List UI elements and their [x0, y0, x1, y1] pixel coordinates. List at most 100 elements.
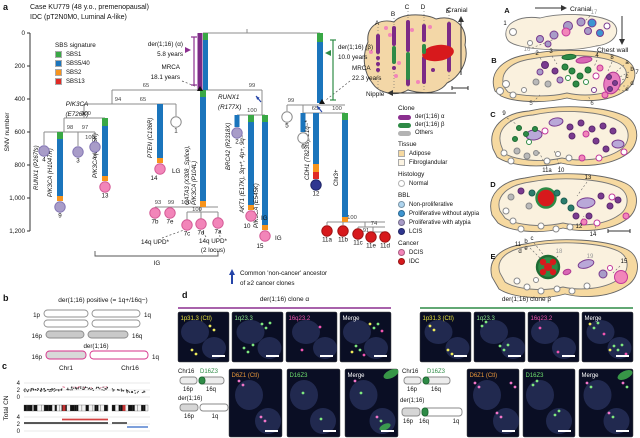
svg-text:99: 99: [249, 83, 255, 89]
legend-item: SBS1: [55, 51, 127, 58]
svg-text:PIK3CA: PIK3CA: [66, 101, 88, 108]
svg-text:200: 200: [14, 63, 25, 70]
svg-text:C: C: [490, 110, 496, 119]
svg-text:GATA3 (X308_Splice),: GATA3 (X308_Splice),: [185, 145, 191, 205]
svg-text:D6Z1 (Ctl): D6Z1 (Ctl): [232, 373, 260, 379]
legend-item: der(1;16) α: [398, 114, 488, 120]
svg-text:100: 100: [192, 207, 202, 213]
svg-text:b: b: [630, 67, 634, 73]
svg-text:0: 0: [17, 395, 21, 401]
legend-title-bbl: BBL: [398, 192, 411, 199]
panel-a-label: a: [3, 2, 9, 12]
svg-text:IG: IG: [275, 235, 282, 242]
svg-text:91: 91: [363, 228, 369, 234]
svg-text:e: e: [524, 246, 528, 252]
svg-text:100: 100: [247, 108, 257, 114]
svg-text:2: 2: [17, 388, 21, 394]
svg-text:1p31.3 (Ctl): 1p31.3 (Ctl): [181, 316, 212, 322]
legend-item: SBS5/40: [55, 60, 127, 67]
svg-text:1q: 1q: [212, 414, 219, 420]
svg-text:94: 94: [115, 97, 122, 103]
svg-text:11a: 11a: [322, 237, 332, 244]
legend-item: Adipose: [398, 150, 488, 157]
legend-swatch: [398, 114, 411, 120]
svg-text:3: 3: [549, 49, 553, 55]
svg-text:PIK3CA (P104L): PIK3CA (P104L): [192, 161, 198, 205]
svg-text:Chr16: Chr16: [121, 365, 139, 372]
svg-text:16p: 16p: [184, 414, 195, 420]
svg-text:PTEN (C136R): PTEN (C136R): [148, 118, 154, 158]
legend-label: SBS1: [66, 51, 82, 58]
svg-text:Merge: Merge: [348, 373, 366, 379]
svg-text:1,000: 1,000: [9, 195, 25, 202]
panel-b-title: der(1;16) positive (= 1q+/16q−): [58, 297, 148, 304]
legend-swatch: [398, 201, 405, 208]
svg-text:AKT1 (E17K), 3q+*, 4p+, 9q−*: AKT1 (E17K), 3q+*, 4p+, 9q−*: [240, 132, 246, 214]
svg-text:BRCA2 (R2318X): BRCA2 (R2318X): [226, 123, 232, 170]
svg-text:16p: 16p: [183, 387, 194, 393]
svg-text:B: B: [491, 56, 497, 65]
svg-text:14: 14: [590, 232, 597, 238]
svg-text:1p: 1p: [33, 312, 40, 319]
svg-text:LG: LG: [172, 168, 181, 175]
svg-text:15: 15: [257, 243, 264, 250]
svg-text:D16Z3: D16Z3: [200, 369, 219, 375]
svg-text:4: 4: [42, 157, 46, 164]
svg-text:d: d: [518, 249, 521, 255]
svg-text:12: 12: [313, 191, 320, 198]
svg-text:11e: 11e: [366, 243, 376, 250]
fish-header-beta: der(1;16) clone β: [501, 296, 552, 303]
svg-text:Total CN: Total CN: [3, 395, 10, 420]
svg-text:11d: 11d: [380, 243, 390, 250]
svg-text:6: 6: [590, 101, 594, 107]
legend-swatch: [398, 228, 405, 235]
svg-text:10.0 years: 10.0 years: [338, 54, 367, 61]
svg-text:12: 12: [576, 224, 583, 230]
svg-text:1q23.3: 1q23.3: [477, 316, 496, 322]
svg-text:16q: 16q: [419, 419, 429, 425]
svg-text:7e: 7e: [167, 219, 174, 226]
legend-label: Fibroglandular: [409, 159, 448, 166]
legend-item: SBS13: [55, 78, 127, 85]
svg-text:11a: 11a: [542, 168, 552, 174]
svg-text:13: 13: [585, 175, 592, 181]
svg-text:800: 800: [14, 162, 25, 169]
svg-text:IG: IG: [261, 215, 268, 222]
svg-text:11c: 11c: [353, 240, 363, 247]
svg-text:SNV number: SNV number: [4, 112, 11, 152]
svg-text:D16Z3: D16Z3: [290, 373, 309, 379]
svg-text:der(1;16) (β): der(1;16) (β): [338, 44, 373, 51]
svg-text:e: e: [625, 87, 629, 93]
svg-text:1: 1: [503, 21, 507, 27]
svg-text:der(1;16) (α): der(1;16) (α): [148, 41, 183, 48]
svg-text:3: 3: [76, 158, 80, 165]
legend-label: SBS5/40: [66, 60, 90, 67]
legend-label: IDC: [409, 258, 420, 265]
legend-label: Non-proliferative: [409, 201, 454, 208]
svg-text:14q UPD*: 14q UPD*: [141, 239, 170, 246]
svg-text:16q: 16q: [132, 333, 143, 340]
legend-item: Normal: [398, 180, 488, 187]
svg-text:65: 65: [312, 106, 318, 112]
legend-title-histology: Histology: [398, 171, 425, 178]
svg-text:15: 15: [621, 259, 628, 265]
svg-text:Merge: Merge: [343, 316, 361, 322]
svg-text:D16Z3: D16Z3: [526, 373, 545, 379]
svg-text:6: 6: [301, 144, 305, 151]
svg-text:97: 97: [82, 125, 88, 131]
svg-text:2: 2: [235, 139, 239, 146]
svg-text:100: 100: [181, 200, 191, 206]
svg-text:1q: 1q: [453, 419, 460, 425]
svg-text:Merge: Merge: [582, 373, 600, 379]
legend-swatch: [55, 51, 62, 58]
svg-text:16p: 16p: [407, 387, 418, 393]
svg-text:CDH1 (T823fs), 21q−*: CDH1 (T823fs), 21q−*: [305, 120, 311, 180]
svg-text:D16Z3: D16Z3: [427, 369, 446, 375]
fish-header-alpha: der(1;16) clone α: [259, 296, 310, 303]
case-title-line1: Case KU779 (48 y.o., premenopausal): [30, 4, 149, 11]
case-title-line2: IDC (pT2N0M0, Luminal A-like): [30, 14, 127, 21]
legend-swatch: [398, 122, 411, 128]
panel-c-label: c: [2, 361, 8, 371]
svg-text:0: 0: [21, 30, 25, 37]
legend-title-sbs signature: SBS signature: [55, 42, 96, 49]
